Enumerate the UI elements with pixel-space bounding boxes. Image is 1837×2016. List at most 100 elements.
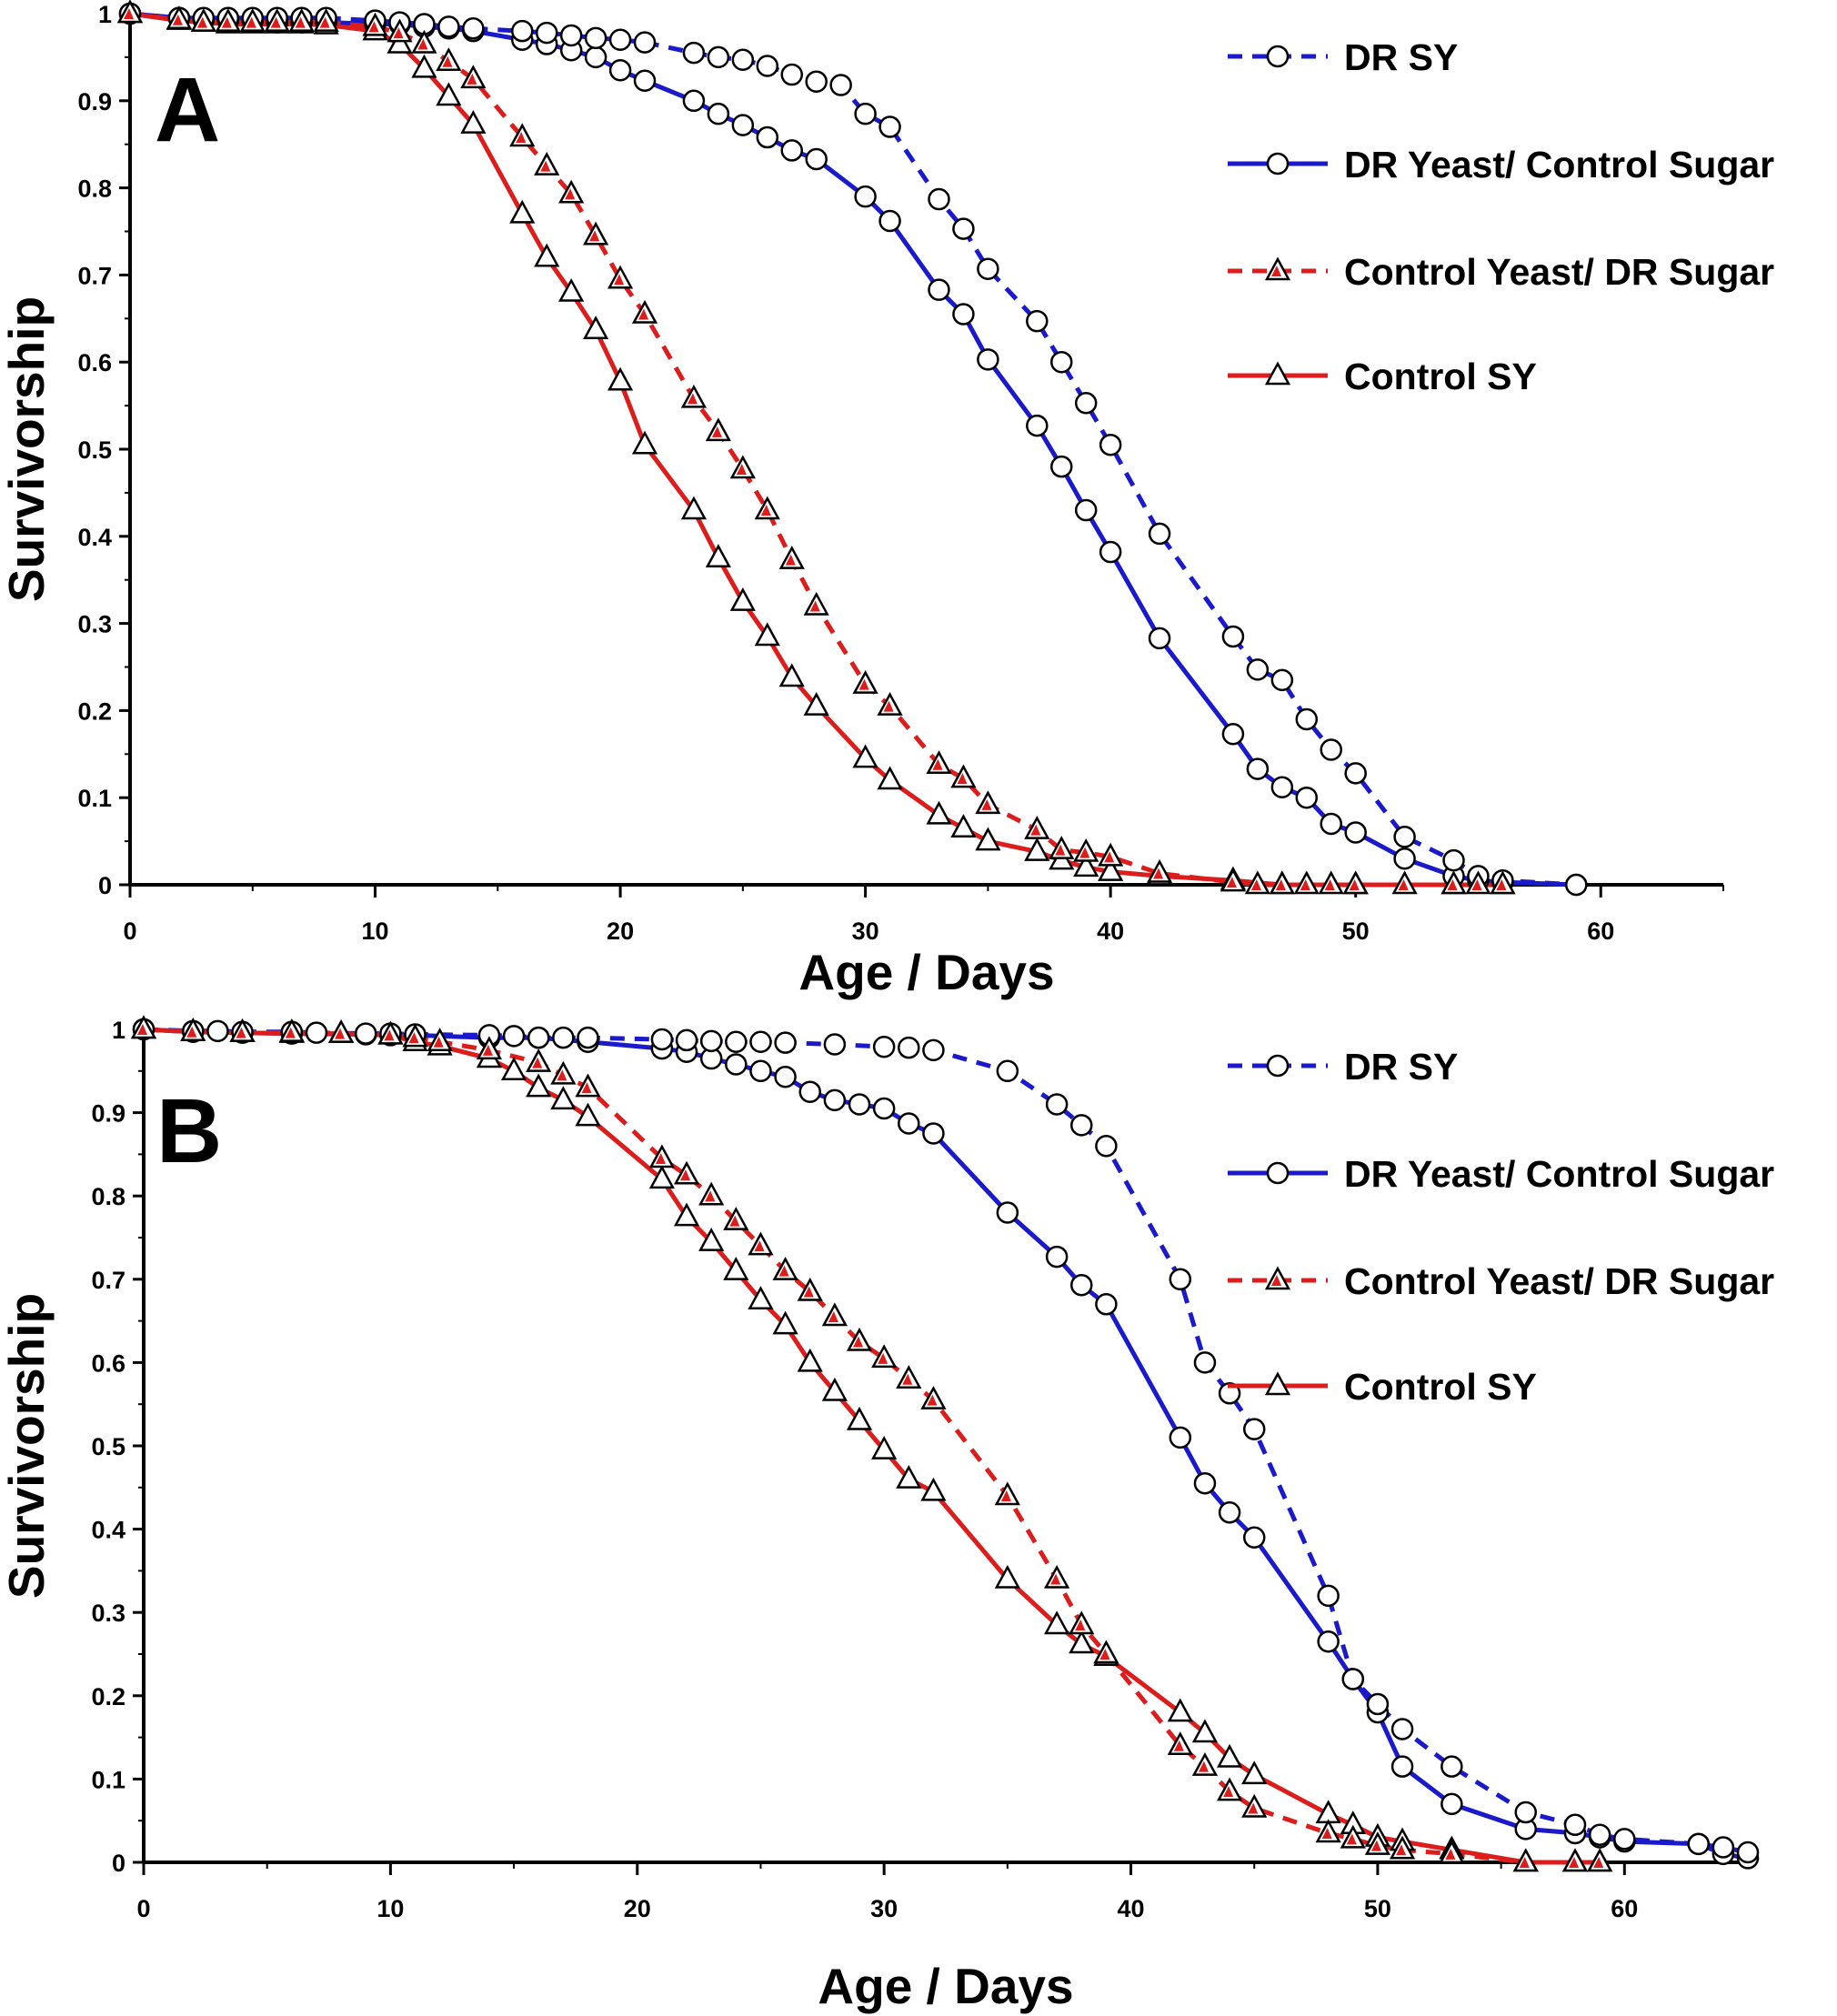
markers-control-yeast-dr-sugar <box>130 1015 1613 1872</box>
marker-fill <box>1471 879 1482 890</box>
marker-body <box>852 744 878 768</box>
legend-label: Control SY <box>1344 1366 1537 1408</box>
marker-body <box>803 691 829 716</box>
data-point <box>500 1057 527 1081</box>
x-tick-label: 10 <box>362 918 389 945</box>
data-point <box>1193 1471 1217 1495</box>
data-point <box>1221 723 1245 746</box>
data-point <box>584 45 607 69</box>
data-point <box>1613 1828 1636 1851</box>
data-point <box>798 1080 821 1103</box>
data-point <box>648 1144 676 1168</box>
data-point <box>1512 1848 1539 1872</box>
data-point <box>1070 1114 1093 1137</box>
data-point <box>803 591 829 616</box>
marker-body <box>772 1310 798 1335</box>
data-point <box>1315 1819 1341 1843</box>
data-point <box>1687 1832 1710 1856</box>
marker-fill <box>1075 1619 1086 1630</box>
data-point <box>1295 786 1319 809</box>
marker-fill <box>754 1240 765 1252</box>
marker-fill <box>186 1026 197 1038</box>
marker-body <box>1241 1760 1268 1785</box>
data-point <box>1320 738 1342 761</box>
data-point <box>1340 1824 1366 1849</box>
data-point <box>288 7 315 32</box>
x-tick-label: 50 <box>1364 1895 1391 1922</box>
marker-fill <box>981 798 992 810</box>
data-point <box>1049 455 1073 478</box>
marker-fill <box>1000 1489 1011 1501</box>
data-point <box>633 31 657 54</box>
data-point <box>377 1020 404 1045</box>
marker-body <box>1167 1698 1193 1722</box>
data-point <box>780 63 804 86</box>
data-point <box>1270 668 1294 692</box>
data-point <box>872 1035 896 1058</box>
marker-body <box>1264 1371 1291 1396</box>
markers-dr-sy <box>118 2 1588 897</box>
marker-body <box>575 1102 601 1127</box>
legend-label: DR Yeast/ Control Sugar <box>1344 144 1774 186</box>
legend-item-dr-sy: DR SY <box>1228 36 1458 78</box>
marker-fill <box>246 16 256 28</box>
marker-fill <box>557 1069 567 1081</box>
marker-body <box>509 199 536 224</box>
data-point <box>1073 837 1099 862</box>
marker-fill <box>1104 851 1115 863</box>
data-point <box>437 15 460 38</box>
data-point <box>1074 498 1098 522</box>
marker-fill <box>957 773 968 785</box>
data-point <box>920 1386 947 1409</box>
y-tick-label: 0 <box>98 872 112 899</box>
data-point <box>975 790 1001 815</box>
data-point <box>411 29 437 54</box>
data-point <box>1341 1668 1365 1690</box>
marker-body <box>705 544 731 567</box>
data-point <box>1439 1840 1465 1864</box>
data-point <box>797 1348 823 1372</box>
x-axis-title: Age / Days <box>798 944 1054 1000</box>
y-tick-label: 0.7 <box>77 262 112 289</box>
chart-panel-a: 00.10.20.30.40.50.60.70.80.910 10 20 30 40 50… <box>0 0 1774 1000</box>
data-point <box>1093 1640 1119 1664</box>
data-point <box>1069 1630 1095 1654</box>
marker-fill <box>902 1373 913 1385</box>
marker-body <box>821 1377 848 1401</box>
data-point <box>854 185 877 208</box>
data-point <box>852 744 878 768</box>
legend-label: DR SY <box>1344 36 1458 78</box>
data-point <box>723 1257 749 1280</box>
data-point <box>1736 1840 1760 1864</box>
data-point <box>877 766 903 790</box>
data-point <box>1045 1093 1069 1116</box>
data-point <box>1095 1134 1118 1158</box>
data-point <box>1167 1698 1193 1722</box>
data-point <box>1099 433 1122 456</box>
data-point <box>534 152 560 176</box>
data-point <box>705 417 731 442</box>
data-point <box>607 265 634 289</box>
marker-fill <box>408 1032 419 1044</box>
data-point <box>756 125 779 149</box>
data-point <box>731 48 755 72</box>
data-point <box>778 663 805 687</box>
y-tick-label: 0.3 <box>91 1600 125 1627</box>
data-point <box>1393 848 1416 870</box>
data-point <box>1148 522 1171 546</box>
data-point <box>748 1286 774 1309</box>
data-point <box>633 69 657 93</box>
marker-fill <box>1153 868 1164 879</box>
marker-fill <box>1398 879 1409 890</box>
data-point <box>994 1481 1020 1506</box>
marker-fill <box>680 1169 691 1181</box>
data-point <box>952 303 975 326</box>
marker-body <box>526 1073 552 1098</box>
data-point <box>926 800 952 825</box>
markers-control-yeast-dr-sugar <box>116 0 1516 895</box>
marker-fill <box>927 1394 938 1406</box>
data-point <box>558 277 585 302</box>
marker-fill <box>196 16 207 28</box>
data-point <box>1364 1831 1391 1855</box>
data-point <box>1440 870 1467 895</box>
